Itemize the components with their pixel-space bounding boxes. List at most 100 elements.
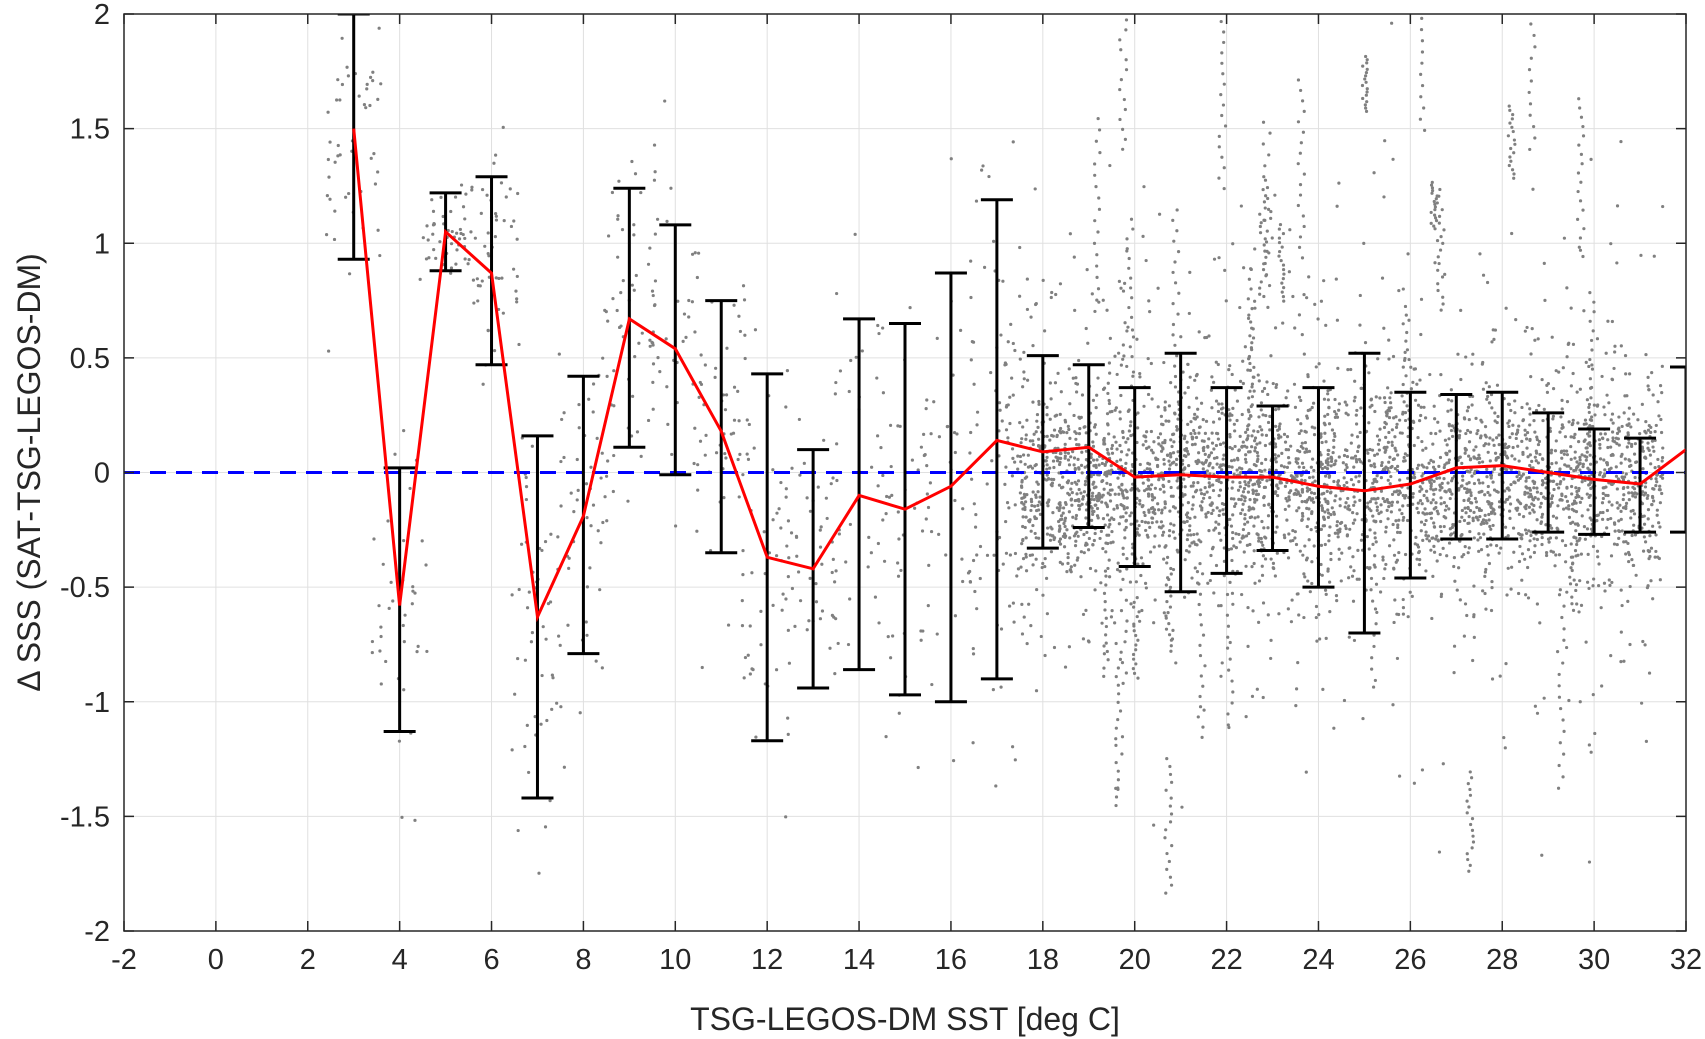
scatter-point: [795, 554, 799, 558]
scatter-point: [1247, 484, 1251, 488]
scatter-point: [1373, 607, 1378, 611]
scatter-point: [481, 382, 485, 386]
scatter-point: [946, 424, 950, 429]
scatter-point: [974, 199, 979, 203]
scatter-point: [1544, 550, 1549, 555]
scatter-point: [1168, 463, 1172, 467]
scatter-point: [401, 623, 405, 628]
scatter-point: [1479, 434, 1483, 438]
scatter-point: [1088, 566, 1093, 571]
scatter-point: [896, 424, 900, 428]
scatter-point: [1321, 687, 1325, 691]
scatter-point: [1483, 591, 1487, 596]
scatter-point: [1374, 622, 1378, 626]
scatter-point: [1647, 557, 1651, 561]
scatter-point: [1560, 423, 1564, 427]
scatter-point: [1374, 582, 1379, 586]
scatter-point: [1579, 152, 1584, 157]
scatter-point: [1035, 419, 1039, 423]
scatter-point: [1560, 407, 1564, 411]
scatter-point: [1570, 595, 1574, 599]
scatter-point: [575, 498, 579, 502]
scatter-point: [725, 346, 729, 350]
scatter-point: [1660, 455, 1665, 460]
scatter-point: [1300, 511, 1305, 516]
scatter-point: [1193, 515, 1197, 519]
scatter-point: [1243, 512, 1247, 517]
scatter-point: [1457, 434, 1461, 438]
scatter-point: [1251, 506, 1255, 510]
scatter-point: [1245, 445, 1249, 449]
scatter-point: [1098, 151, 1102, 155]
scatter-point: [1073, 308, 1077, 312]
scatter-point: [372, 537, 376, 541]
scatter-point: [1250, 434, 1254, 438]
scatter-point: [910, 458, 915, 462]
scatter-point: [1612, 366, 1616, 371]
scatter-point: [1466, 551, 1470, 555]
scatter-point: [1167, 633, 1172, 637]
scatter-point: [1516, 428, 1520, 432]
scatter-point: [978, 544, 983, 549]
scatter-point: [1610, 580, 1614, 585]
scatter-point: [1063, 450, 1067, 455]
scatter-point: [1567, 515, 1572, 519]
scatter-point: [1514, 506, 1518, 511]
scatter-point: [1246, 490, 1251, 494]
scatter-point: [632, 288, 636, 292]
scatter-point: [1417, 549, 1422, 554]
scatter-point: [1602, 458, 1606, 462]
scatter-point: [1250, 694, 1255, 698]
scatter-point: [1121, 430, 1125, 435]
scatter-point: [1438, 248, 1443, 252]
scatter-point: [1171, 451, 1176, 455]
scatter-point: [1299, 141, 1303, 145]
scatter-point: [1058, 501, 1062, 505]
scatter-point: [1201, 467, 1205, 471]
scatter-point: [1442, 228, 1446, 232]
scatter-point: [587, 397, 591, 401]
scatter-point: [1259, 280, 1263, 284]
scatter-point: [1121, 577, 1125, 582]
scatter-point: [1336, 535, 1340, 539]
scatter-point: [1216, 362, 1220, 367]
scatter-point: [1242, 535, 1246, 539]
scatter-point: [1388, 482, 1392, 486]
scatter-point: [1263, 218, 1267, 222]
scatter-point: [973, 589, 977, 594]
scatter-point: [604, 474, 609, 478]
scatter-point: [1388, 401, 1393, 405]
scatter-point: [1145, 533, 1149, 537]
scatter-point: [1577, 440, 1581, 444]
scatter-point: [600, 666, 604, 670]
scatter-point: [1208, 503, 1212, 507]
scatter-point: [327, 349, 331, 353]
scatter-point: [1287, 270, 1291, 274]
scatter-point: [1575, 542, 1579, 547]
scatter-point: [1547, 540, 1551, 544]
scatter-point: [1035, 587, 1039, 592]
scatter-point: [1263, 557, 1268, 561]
scatter-point: [1335, 599, 1339, 603]
scatter-point: [612, 404, 616, 408]
scatter-point: [1468, 770, 1472, 774]
scatter-point: [913, 506, 917, 510]
scatter-point: [1221, 457, 1225, 461]
scatter-point: [1036, 490, 1040, 494]
scatter-point: [1018, 294, 1022, 298]
scatter-point: [1308, 487, 1312, 492]
scatter-point: [1357, 474, 1361, 478]
scatter-point: [1192, 532, 1196, 537]
scatter-point: [1506, 566, 1510, 570]
scatter-point: [1422, 465, 1426, 469]
scatter-point: [1537, 439, 1542, 444]
scatter-point: [1024, 536, 1028, 540]
scatter-point: [1264, 433, 1269, 437]
scatter-point: [1143, 434, 1147, 438]
scatter-point: [1395, 558, 1399, 562]
scatter-point: [1028, 439, 1032, 443]
scatter-point: [1284, 448, 1288, 452]
scatter-point: [1095, 264, 1099, 268]
scatter-point: [1481, 481, 1485, 485]
scatter-point: [1097, 207, 1102, 211]
